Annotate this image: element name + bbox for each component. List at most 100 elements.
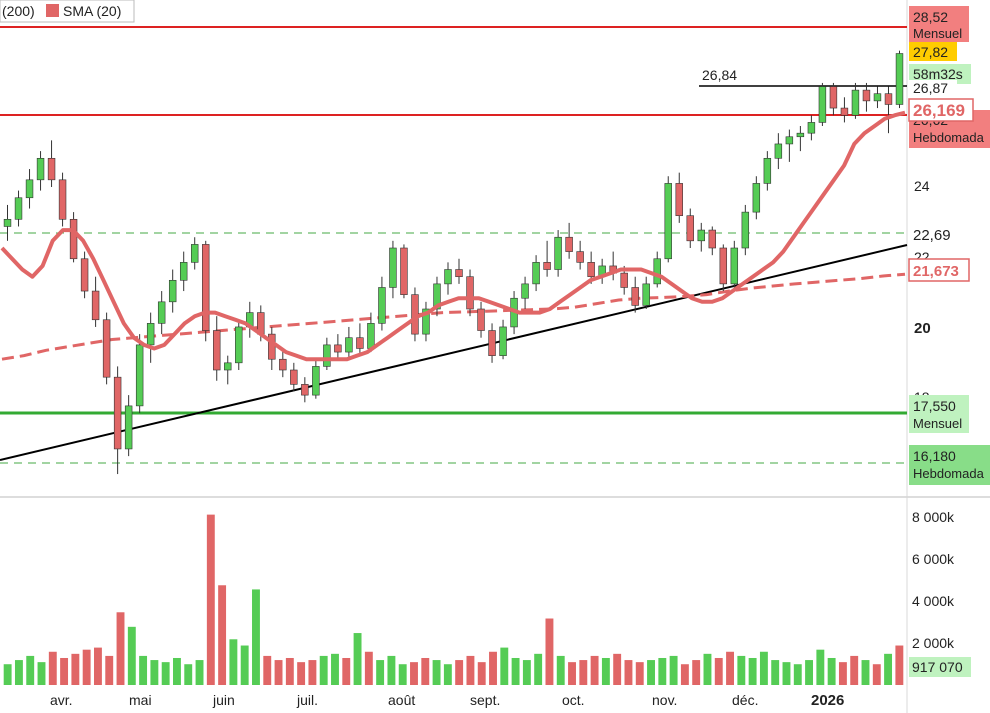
- volume-bar: [161, 662, 170, 685]
- badge-countdown: 58m32s: [909, 64, 971, 84]
- candle: [146, 312, 155, 363]
- volume-bar: [229, 639, 238, 685]
- candle: [36, 151, 45, 191]
- candle: [47, 140, 56, 187]
- candle: [631, 276, 639, 313]
- candle: [25, 169, 34, 209]
- badge-sma200[interactable]: 21,673: [908, 258, 970, 282]
- month-label: juil.: [296, 692, 318, 708]
- candle: [202, 240, 210, 342]
- badge-last-price[interactable]: 27,82: [909, 42, 957, 61]
- candle: [80, 251, 89, 299]
- volume-bar: [3, 664, 12, 685]
- volume-bar: [14, 660, 23, 685]
- volume-bar: [274, 660, 283, 685]
- volume-bar: [511, 657, 520, 685]
- badge-support-weekly[interactable]: 16,180 Hebdomada: [909, 445, 990, 485]
- svg-text:Hebdomada: Hebdomada: [913, 130, 985, 145]
- sma20-path: [0, 110, 906, 362]
- volume-bar: [895, 645, 904, 685]
- volume-bar: [432, 660, 441, 685]
- volume-bar: [872, 664, 881, 685]
- month-label: oct.: [562, 692, 585, 708]
- svg-text:22,69: 22,69: [913, 227, 951, 244]
- badge-support-monthly[interactable]: 17,550 Mensuel: [909, 395, 969, 433]
- candle: [884, 86, 893, 134]
- volume-bar: [816, 649, 825, 685]
- svg-text:917 070: 917 070: [912, 659, 963, 675]
- volume-bar: [308, 660, 317, 685]
- badge-dashed-upper[interactable]: 22,69: [909, 224, 957, 244]
- volume-bar: [590, 655, 599, 685]
- candle: [708, 226, 717, 256]
- candle: [752, 176, 761, 220]
- candle: [521, 276, 529, 309]
- sma20-line: [0, 110, 906, 362]
- candle: [796, 126, 805, 152]
- candle: [730, 240, 739, 288]
- month-label: mai: [129, 692, 152, 708]
- month-label: déc.: [732, 692, 758, 708]
- candle: [356, 323, 364, 356]
- badge-sma20[interactable]: 26,169: [908, 98, 974, 122]
- svg-text:17,550: 17,550: [913, 398, 956, 414]
- volume-bar: [624, 660, 633, 685]
- volume-tick: 8 000k: [912, 509, 955, 525]
- volume-bar: [150, 660, 159, 685]
- candle: [455, 258, 463, 284]
- badge-resistance-monthly[interactable]: 28,52 Mensuel: [909, 6, 969, 42]
- volume-bar: [703, 653, 712, 685]
- legend-sma20-label[interactable]: SMA (20): [63, 3, 121, 19]
- volume-bar: [635, 662, 644, 685]
- volume-bar: [285, 657, 294, 685]
- candle: [675, 172, 683, 223]
- badge-hline-2687[interactable]: 26,87: [909, 80, 957, 96]
- candle: [763, 151, 772, 191]
- volume-bar: [726, 651, 734, 685]
- candle: [91, 276, 100, 327]
- volume-bar: [861, 660, 870, 685]
- volume-bar: [342, 657, 351, 685]
- volume-bar: [805, 660, 814, 685]
- candle: [301, 377, 309, 403]
- candle: [466, 269, 474, 317]
- candle: [213, 316, 221, 381]
- last-volume-badge[interactable]: 917 070: [909, 657, 971, 677]
- volume-bar: [771, 660, 780, 685]
- candle: [378, 276, 386, 331]
- candle: [235, 319, 243, 370]
- candle: [719, 244, 728, 292]
- candle: [389, 240, 397, 299]
- volume-bar: [206, 514, 215, 685]
- volume-bar: [263, 655, 272, 685]
- volume-bar: [477, 662, 486, 685]
- month-label: avr.: [50, 692, 73, 708]
- volume-bars: [3, 514, 904, 685]
- month-label: juin: [212, 692, 235, 708]
- volume-bar: [613, 653, 622, 685]
- candle: [477, 301, 485, 338]
- volume-bar: [93, 647, 102, 685]
- volume-bar: [838, 662, 847, 685]
- candle: [851, 82, 860, 119]
- volume-tick: 2 000k: [912, 635, 955, 651]
- volume-bar: [319, 655, 328, 685]
- trend-line[interactable]: [0, 244, 908, 461]
- candle: [312, 359, 320, 399]
- volume-bar: [331, 653, 339, 685]
- volume-bar: [353, 633, 362, 685]
- volume-bar: [297, 662, 306, 685]
- svg-text:21,673: 21,673: [913, 263, 959, 280]
- candle: [840, 97, 849, 123]
- month-label: sept.: [470, 692, 500, 708]
- legend-sma200-label[interactable]: (200): [2, 3, 35, 19]
- candle: [873, 86, 882, 109]
- candle: [135, 334, 144, 414]
- volume-bar: [184, 664, 193, 685]
- volume-bar: [658, 657, 667, 685]
- candle: [433, 276, 441, 317]
- candle: [102, 312, 111, 385]
- volume-bar: [443, 664, 452, 685]
- candle: [323, 337, 331, 370]
- candle: [168, 269, 177, 313]
